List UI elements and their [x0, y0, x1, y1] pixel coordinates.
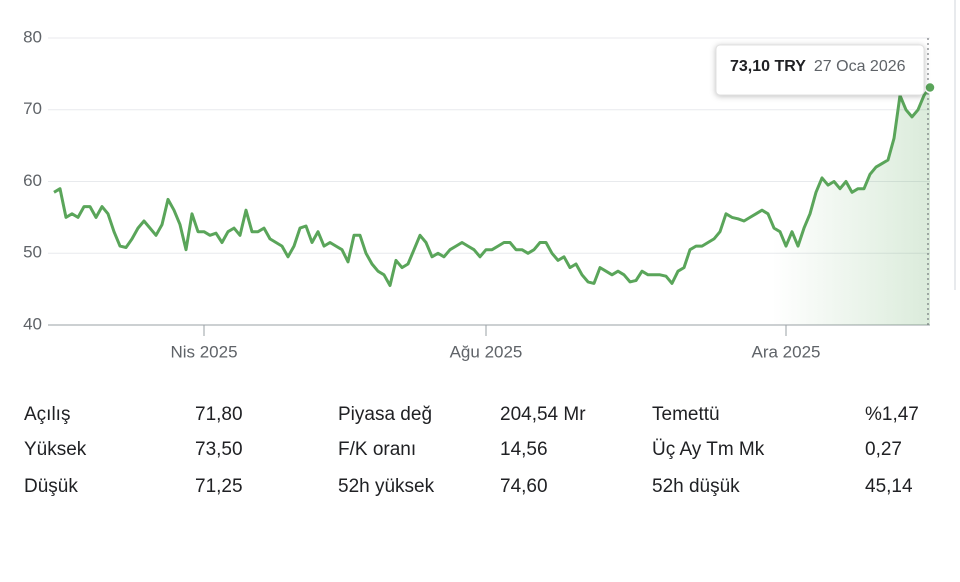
tooltip-date: 27 Oca 2026	[814, 58, 906, 75]
stat-value: 74,60	[500, 476, 548, 497]
tooltip-box	[715, 44, 925, 96]
x-tick-label: Ağu 2025	[450, 342, 523, 361]
y-tick-label: 70	[23, 99, 42, 118]
stat-label: Temettü	[652, 404, 720, 425]
area	[54, 87, 930, 325]
x-tick-label: Ara 2025	[752, 342, 821, 361]
stat-value: %1,47	[865, 404, 919, 425]
stat-value: 204,54 Mr	[500, 404, 586, 425]
price-line	[53, 86, 932, 287]
stat-value: 71,80	[195, 404, 243, 425]
stat-value: 0,27	[865, 439, 902, 460]
stat-value: 45,14	[865, 476, 913, 497]
x-tick-label: Nis 2025	[170, 342, 237, 361]
y-tick-label: 80	[23, 27, 42, 46]
stat-label: F/K oranı	[338, 439, 416, 460]
y-tick-label: 50	[23, 243, 42, 262]
stat-value: 14,56	[500, 439, 548, 460]
stat-label: Düşük	[24, 476, 78, 497]
tooltip-price: 73,10 TRY	[730, 58, 806, 75]
y-tick-label: 40	[23, 314, 42, 333]
hover-dot	[924, 81, 936, 94]
stat-label: Üç Ay Tm Mk	[652, 439, 765, 460]
stat-value: 71,25	[195, 476, 243, 497]
stat-label: Piyasa değ	[338, 404, 432, 425]
y-tick-label: 60	[23, 171, 42, 190]
tooltip: 73,10 TRY 27 Oca 2026	[730, 58, 906, 75]
stat-label: 52h yüksek	[338, 476, 435, 497]
stat-label: Açılış	[24, 404, 70, 425]
stat-label: 52h düşük	[652, 476, 740, 497]
stat-label: Yüksek	[24, 439, 87, 460]
stat-value: 73,50	[195, 439, 243, 460]
